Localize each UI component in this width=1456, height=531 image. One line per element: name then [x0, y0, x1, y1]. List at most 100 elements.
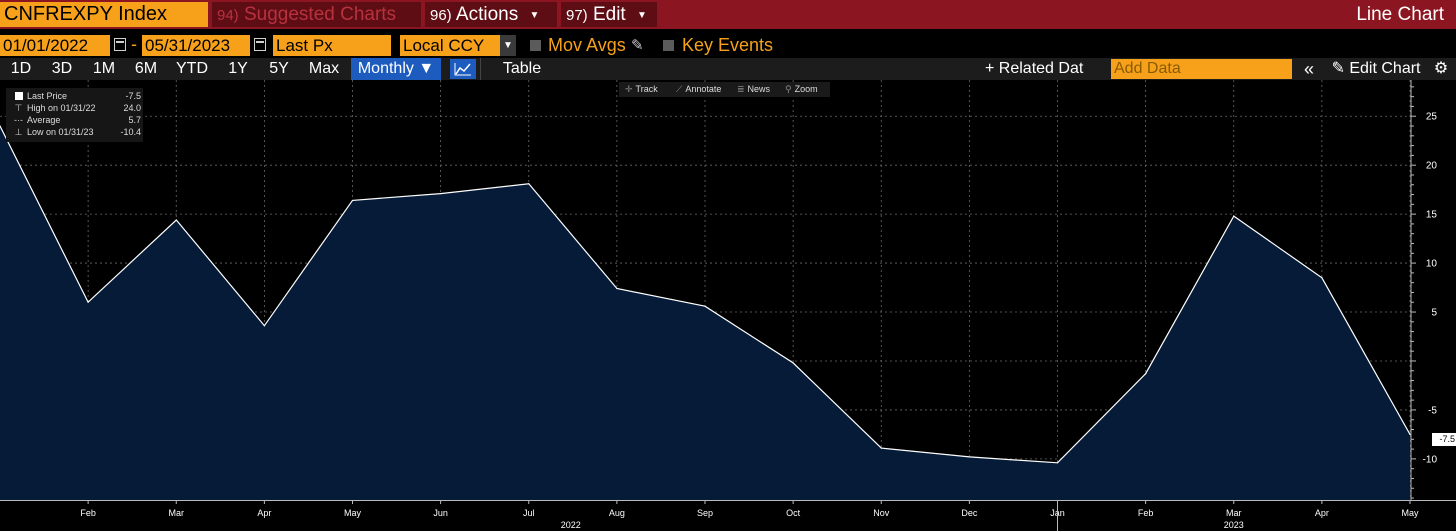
- suggested-charts-button[interactable]: 94) Suggested Charts: [212, 2, 421, 27]
- low-marker-icon: ⊥: [14, 127, 23, 137]
- table-button[interactable]: Table: [502, 60, 542, 77]
- news-icon: ≣: [737, 84, 745, 94]
- mov-avgs-checkbox[interactable]: [530, 40, 541, 51]
- annotate-icon: ⟋: [676, 84, 683, 94]
- track-label: Track: [635, 84, 658, 94]
- chart-type-label: Line Chart: [1356, 4, 1444, 25]
- suggested-charts-number: 94): [217, 7, 239, 24]
- range-1d-button[interactable]: 1D: [10, 60, 32, 77]
- separator: [480, 58, 481, 80]
- edit-button[interactable]: 97) Edit ▼: [561, 2, 657, 27]
- data-point-2022-11: [880, 447, 882, 449]
- range-max-button[interactable]: Max: [308, 60, 340, 77]
- y-tick-label: -5: [1428, 405, 1437, 416]
- y-tick-label: 5: [1431, 308, 1437, 319]
- chart-legend[interactable]: Last Price -7.5 ⊤ High on 01/31/22 24.0 …: [6, 88, 143, 142]
- x-tick-label: May: [344, 508, 362, 518]
- data-point-2022-09: [704, 305, 706, 307]
- actions-button[interactable]: 96) Actions ▼: [425, 2, 557, 27]
- x-tick-label: Feb: [1138, 508, 1154, 518]
- y-tick-label: 10: [1426, 259, 1438, 270]
- legend-high-label: High on 01/31/22: [27, 103, 96, 113]
- range-1y-button[interactable]: 1Y: [228, 60, 248, 77]
- edit-label: Edit: [592, 4, 626, 25]
- annotate-label: Annotate: [685, 84, 722, 94]
- legend-high-value: 24.0: [123, 103, 141, 113]
- collapse-icon[interactable]: «: [1303, 59, 1314, 79]
- zoom-label: Zoom: [794, 84, 818, 94]
- data-point-2023-01: [1056, 462, 1059, 464]
- actions-number: 96): [430, 7, 452, 24]
- range-1m-button[interactable]: 1M: [92, 60, 116, 77]
- range-3d-button[interactable]: 3D: [51, 60, 73, 77]
- crosshair-icon: ✛: [625, 84, 633, 94]
- data-point-2022-04: [263, 325, 265, 327]
- mov-avgs-label[interactable]: Mov Avgs: [548, 35, 626, 55]
- related-data-button[interactable]: + Related Dat: [985, 60, 1084, 77]
- x-tick-label: Sep: [697, 508, 713, 518]
- line-chart-icon[interactable]: [450, 59, 476, 79]
- legend-last-label: Last Price: [27, 91, 68, 101]
- x-year-label: 2023: [1224, 520, 1244, 530]
- edit-chart-button[interactable]: ✎ Edit Chart: [1326, 58, 1426, 80]
- actions-label: Actions: [455, 4, 519, 25]
- range-5y-button[interactable]: 5Y: [269, 60, 289, 77]
- x-tick-label: Apr: [1315, 508, 1329, 518]
- data-point-2022-07: [528, 183, 530, 185]
- series-area: [0, 126, 1410, 500]
- x-tick-label: Mar: [169, 508, 185, 518]
- data-point-2022-10: [792, 362, 794, 364]
- frequency-dropdown[interactable]: Monthly ▼: [351, 58, 441, 80]
- ticker-field[interactable]: CNFREXPY Index: [0, 2, 208, 27]
- parameters-bar: 01/01/2022 - 05/31/2023 Last Px Local CC…: [0, 33, 1456, 57]
- x-tick-label: Apr: [257, 508, 271, 518]
- chart-toolstrip: ✛ Track ⟋ Annotate ≣ News ⚲ Zoom: [619, 82, 830, 97]
- range-6m-button[interactable]: 6M: [134, 60, 158, 77]
- data-point-2022-02: [87, 301, 89, 303]
- edit-chart-pencil-icon: ✎: [1331, 60, 1345, 77]
- currency-selector[interactable]: Local CCY: [400, 35, 500, 56]
- x-tick-label: Mar: [1226, 508, 1242, 518]
- track-tool[interactable]: ✛ Track: [625, 82, 658, 97]
- key-events-label[interactable]: Key Events: [682, 35, 774, 55]
- legend-last-value: -7.5: [125, 91, 141, 101]
- data-point-2023-02: [1145, 373, 1147, 375]
- legend-average-value: 5.7: [128, 115, 141, 125]
- data-point-2022-03: [175, 219, 177, 221]
- edit-number: 97): [566, 7, 588, 24]
- x-tick-label: Jun: [433, 508, 448, 518]
- start-calendar-icon[interactable]: [114, 38, 126, 51]
- range-bar: 1D 3D 1M 6M YTD 1Y 5Y Max Monthly ▼ Tabl…: [0, 58, 1456, 80]
- x-tick-label: Oct: [786, 508, 801, 518]
- edit-chart-label: Edit Chart: [1349, 60, 1421, 77]
- data-point-2022-12: [968, 456, 970, 458]
- range-ytd-button[interactable]: YTD: [176, 60, 208, 77]
- x-tick-label: Jul: [523, 508, 535, 518]
- y-tick-label: -10: [1423, 454, 1438, 465]
- gear-icon[interactable]: ⚙: [1433, 60, 1449, 77]
- zoom-tool[interactable]: ⚲ Zoom: [785, 82, 818, 97]
- edit-caret-icon: ▼: [637, 10, 647, 21]
- news-tool[interactable]: ≣ News: [737, 82, 770, 97]
- title-bar: CNFREXPY Index 94) Suggested Charts 96) …: [0, 0, 1456, 29]
- currency-dropdown-icon[interactable]: ▼: [500, 35, 516, 56]
- key-events-checkbox[interactable]: [663, 40, 674, 51]
- end-date-field[interactable]: 05/31/2023: [142, 35, 250, 56]
- start-date-field[interactable]: 01/01/2022: [0, 35, 110, 56]
- date-separator: -: [131, 34, 137, 54]
- pencil-icon[interactable]: ✎: [631, 37, 644, 54]
- data-point-2022-05: [351, 199, 354, 202]
- add-data-input[interactable]: Add Data: [1111, 59, 1292, 79]
- suggested-charts-label: Suggested Charts: [243, 4, 397, 25]
- data-point-2023-03: [1233, 215, 1235, 217]
- line-chart[interactable]: 25 20 15 10 5 -5 -10 Feb Mar Apr May Jun Jul Aug Sep O…: [0, 80, 1456, 531]
- x-tick-label: Aug: [609, 508, 625, 518]
- y-tick-label: 20: [1426, 161, 1438, 172]
- end-calendar-icon[interactable]: [254, 38, 266, 51]
- x-tick-label: Dec: [961, 508, 978, 518]
- legend-row-high: ⊤ High on 01/31/22 24.0: [14, 102, 141, 114]
- field-selector[interactable]: Last Px: [273, 35, 391, 56]
- annotate-tool[interactable]: ⟋ Annotate: [676, 82, 721, 97]
- last-value-tag: -7.5: [1432, 433, 1456, 446]
- data-point-2022-01: [0, 125, 1, 127]
